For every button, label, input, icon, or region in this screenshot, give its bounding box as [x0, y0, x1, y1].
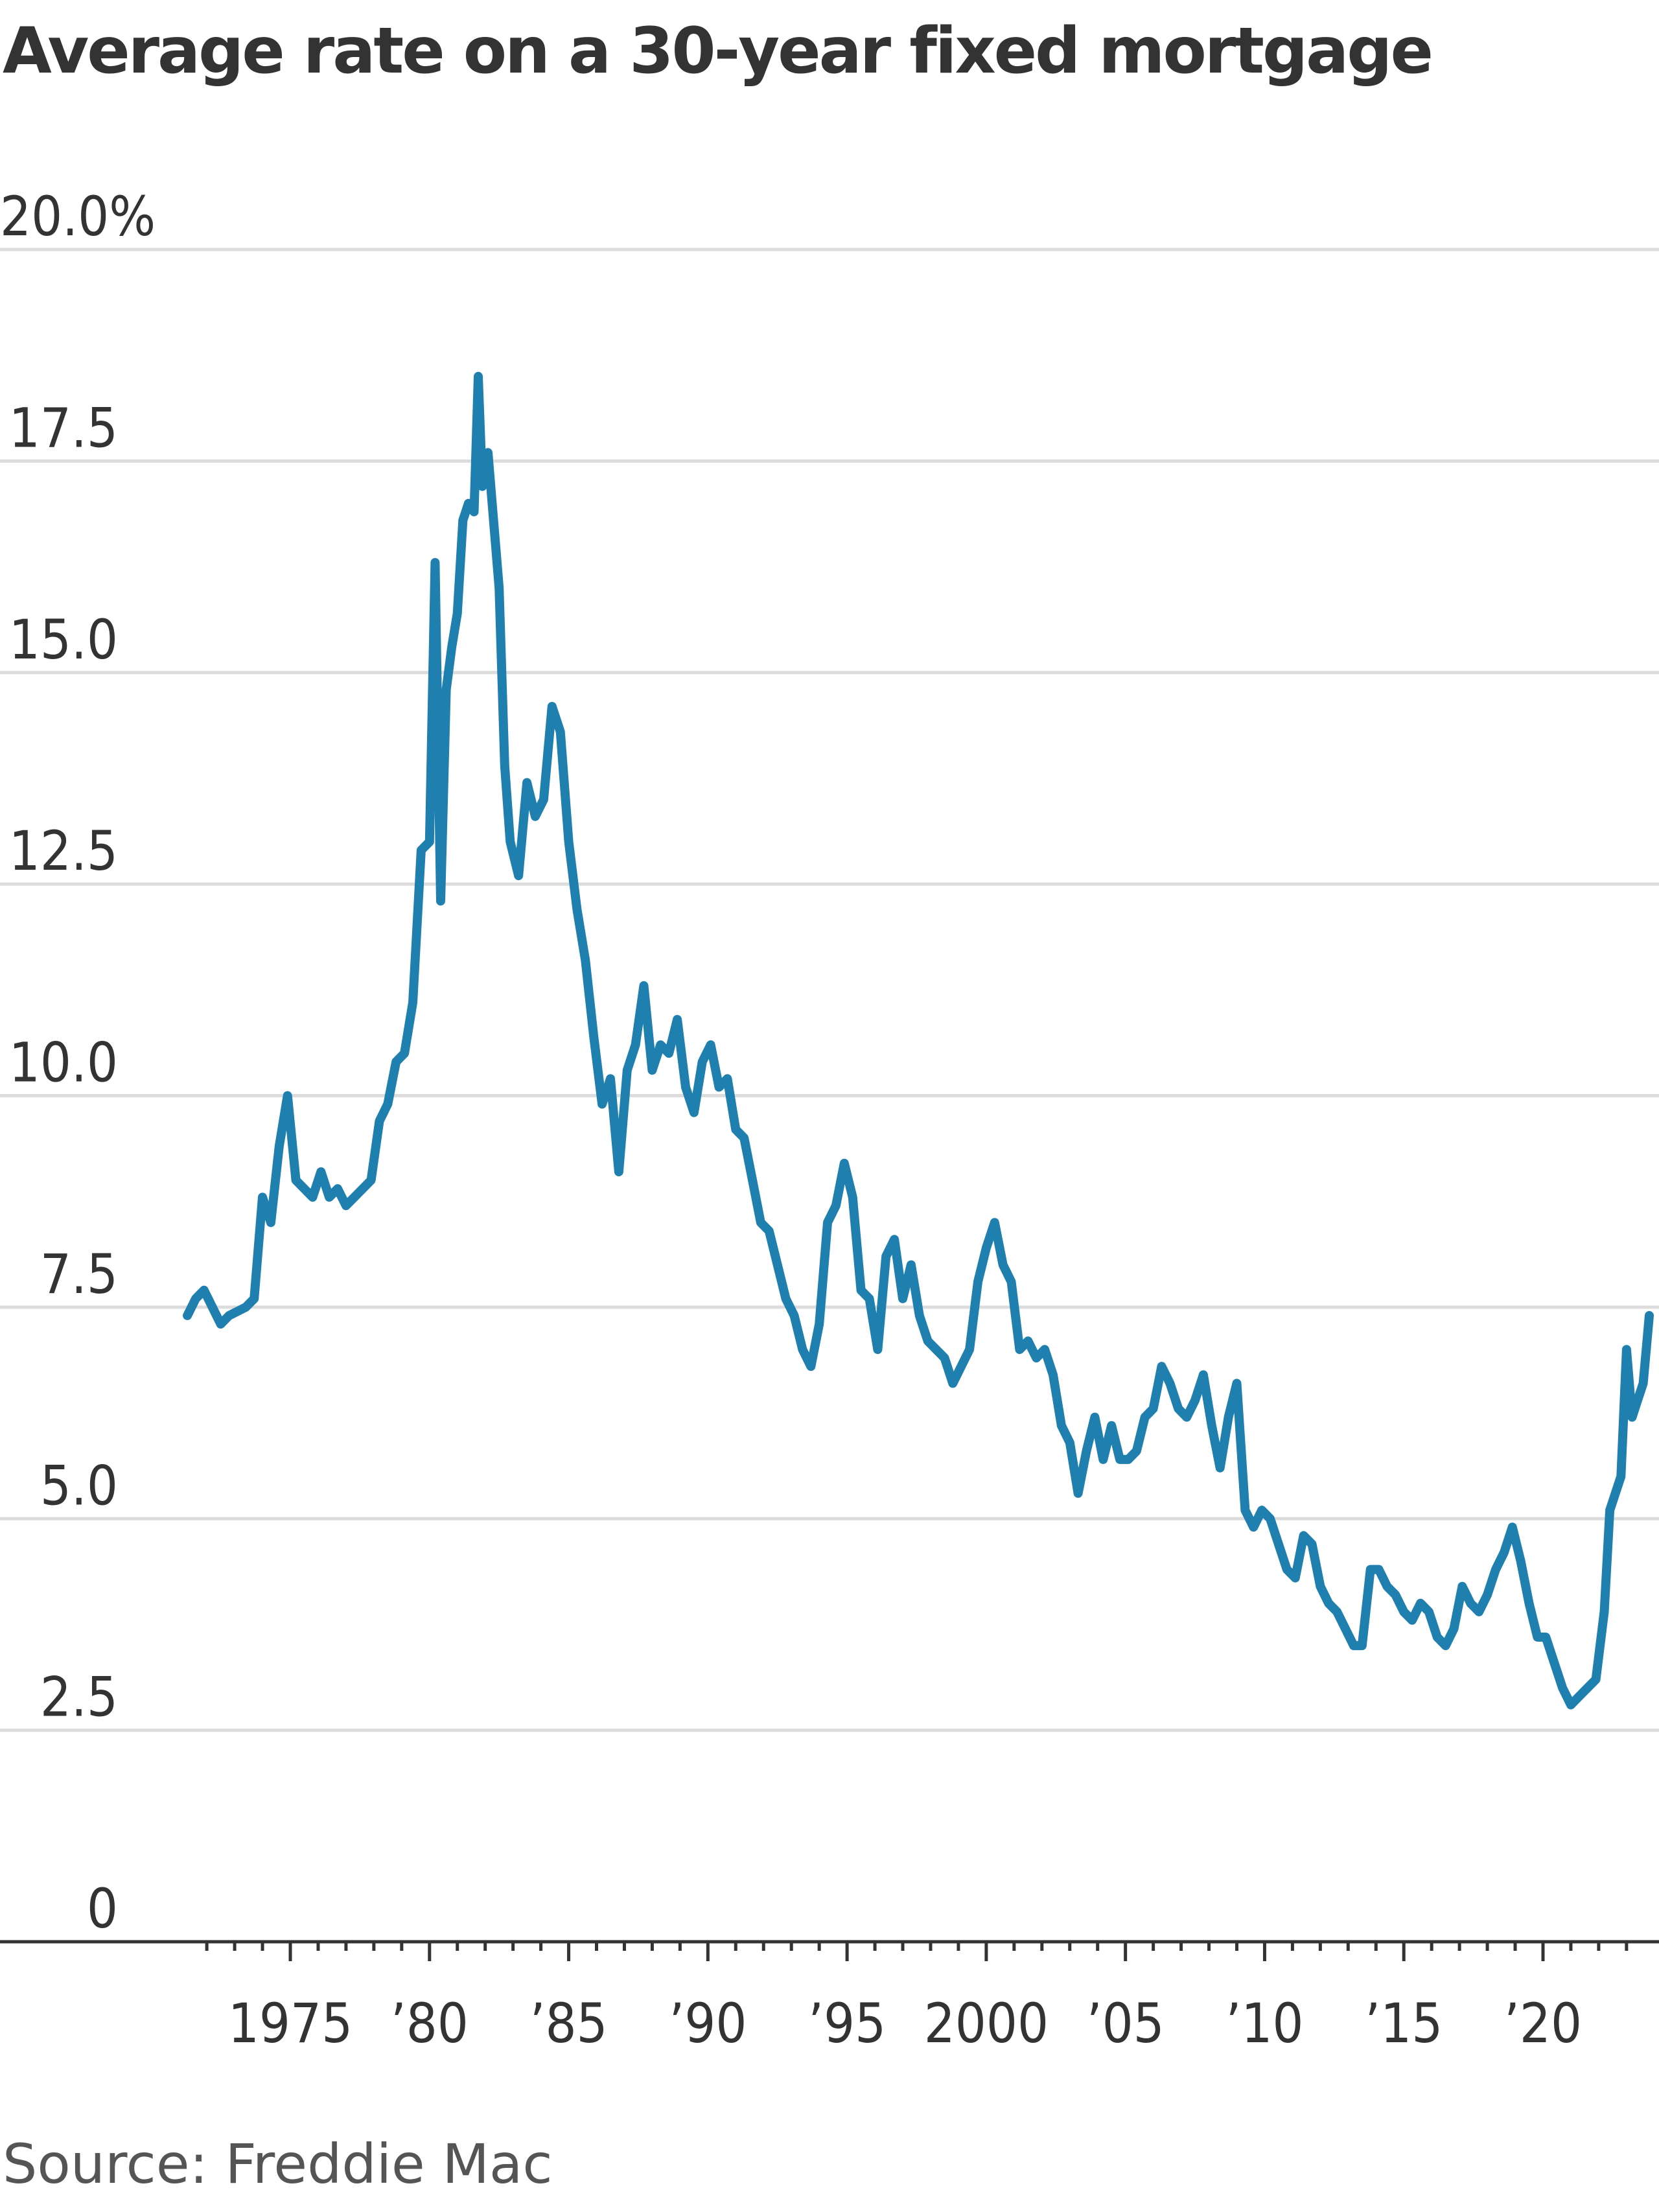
series-line-mortgage-rate [183, 371, 1654, 1710]
x-axis-tick-labels: 1975 ’80 ’85 ’90 ’95 2000 ’05 ’10 ’15 ’20 [228, 1992, 1582, 2055]
x-tick-label: 1975 [228, 1992, 353, 2055]
x-tick-label: ’10 [1225, 1992, 1303, 2055]
y-axis-tick-labels: 20.0% 17.5 15.0 12.5 10.0 7.5 5.0 2.5 0 [0, 185, 156, 1940]
y-tick-label: 17.5 [9, 396, 118, 460]
y-tick-label: 10.0 [9, 1031, 118, 1095]
source-note: Source: Freddie Mac [3, 2132, 553, 2196]
y-tick-label: 12.5 [9, 819, 118, 883]
y-tick-label: 15.0 [9, 608, 118, 671]
y-tick-label: 7.5 [40, 1242, 118, 1306]
x-tick-label: 2000 [924, 1992, 1049, 2055]
x-tick-label: ’85 [529, 1992, 607, 2055]
y-tick-label: 5.0 [40, 1454, 118, 1517]
x-tick-label: ’90 [669, 1992, 747, 2055]
y-tick-label: 20.0% [0, 185, 156, 248]
x-tick-label: ’15 [1365, 1992, 1443, 2055]
x-tick-label: ’05 [1087, 1992, 1165, 2055]
y-tick-label: 2.5 [40, 1666, 118, 1729]
x-tick-label: ’80 [391, 1992, 469, 2055]
x-tick-label: ’20 [1504, 1992, 1582, 2055]
x-tick-label: ’95 [808, 1992, 886, 2055]
chart-title: Average rate on a 30-year fixed mortgage [3, 14, 1433, 88]
gridlines [0, 248, 1659, 1732]
x-axis-tick-marks [205, 1942, 1629, 1961]
y-tick-label: 0 [87, 1877, 118, 1940]
